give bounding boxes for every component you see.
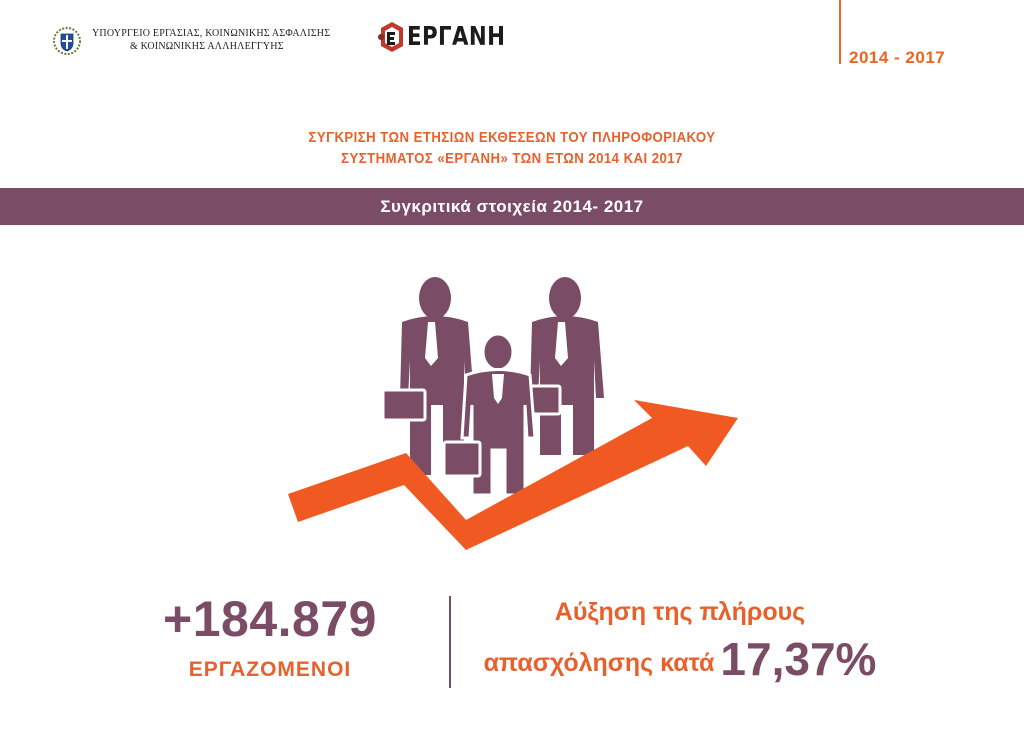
employees-label: ΕΡΓΑΖΟΜΕΝΟΙ (188, 658, 352, 681)
report-title: ΣΥΓΚΡΙΣΗ ΤΩΝ ΕΤΗΣΙΩΝ ΕΚΘΕΣΕΩΝ ΤΟΥ ΠΛΗΡΟΦ… (0, 127, 1024, 169)
businessman-right-icon (530, 277, 604, 455)
report-title-line1: ΣΥΓΚΡΙΣΗ ΤΩΝ ΕΤΗΣΙΩΝ ΕΚΘΕΣΕΩΝ ΤΟΥ ΠΛΗΡΟΦ… (308, 129, 716, 146)
employees-increase-value: +184.879 (163, 591, 377, 647)
year-range: 2014 - 2017 (849, 48, 946, 67)
growth-arrow-icon (288, 400, 738, 550)
full-employment-increase-percent: 17,37% (720, 633, 877, 685)
ministry-name-line2: & ΚΟΙΝΩΝΙΚΗΣ ΑΛΛΗΛΕΓΓΥΗΣ (130, 41, 284, 52)
ergani-logo: ΕΡΓΑΝΗ (375, 18, 527, 56)
business-people-growth-arrow-icon (288, 277, 738, 550)
stats-divider (449, 596, 451, 688)
ministry-name: ΥΠΟΥΡΓΕΙΟ ΕΡΓΑΣΙΑΣ, ΚΟΙΝΩΝΙΚΗΣ ΑΣΦΑΛΙΣΗΣ… (92, 27, 330, 53)
ergani-logo-icon (378, 22, 403, 52)
businessman-left-icon (400, 277, 474, 475)
coat-of-arms-icon (53, 27, 81, 55)
full-employment-increase-text: Αύξηση της πλήρους (554, 598, 806, 626)
brand-name: ΕΡΓΑΝΗ (407, 22, 506, 52)
full-employment-increase-line2: απασχόλησης κατά 17,37% (480, 632, 880, 686)
section-band (0, 188, 1024, 225)
ministry-name-line1: ΥΠΟΥΡΓΕΙΟ ΕΡΓΑΣΙΑΣ, ΚΟΙΝΩΝΙΚΗΣ ΑΣΦΑΛΙΣΗΣ (92, 28, 331, 39)
section-band-label: Συγκριτικά στοιχεία 2014- 2017 (380, 197, 644, 216)
report-title-line2: ΣΥΣΤΗΜΑΤΟΣ «ΕΡΓΑΝΗ» ΤΩΝ ΕΤΩΝ 2014 ΚΑΙ 20… (341, 150, 683, 167)
header-divider (839, 0, 841, 64)
full-employment-increase-text-line2: απασχόλησης κατά (483, 649, 715, 677)
